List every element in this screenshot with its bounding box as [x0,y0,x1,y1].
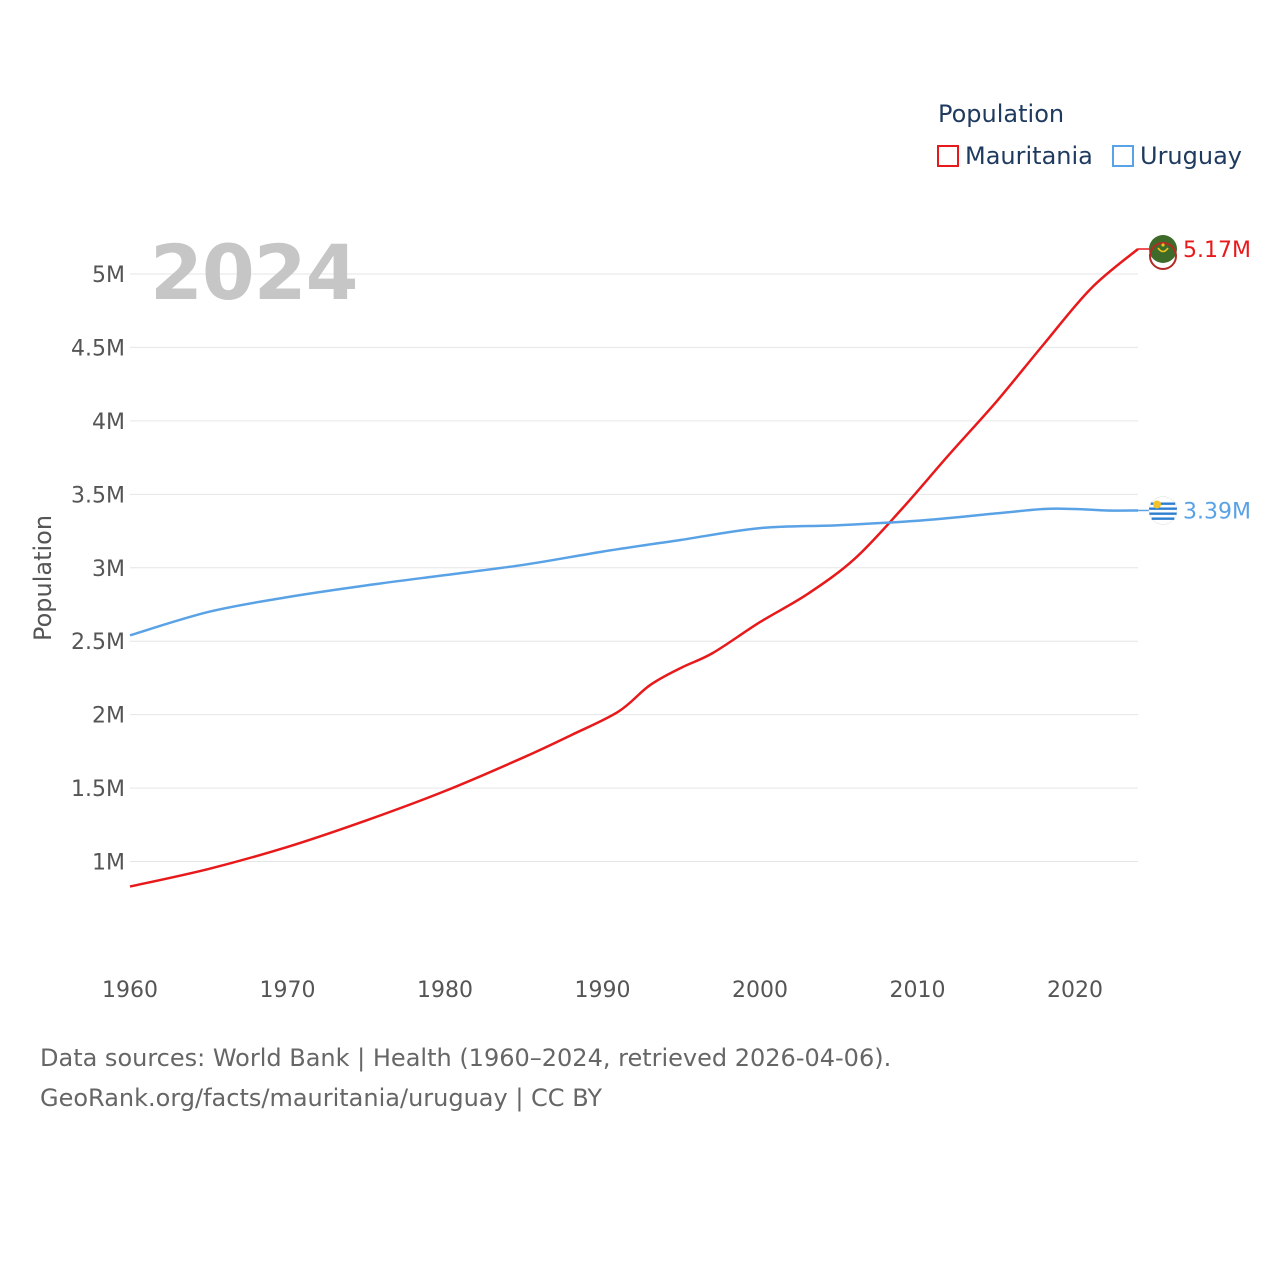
series-line-mauritania [129,248,1139,888]
y-axis-ticks: 1M 1.5M 2M 2.5M 3M 3.5M 4M 4.5M 5M [71,263,125,876]
x-tick-label: 1960 [102,978,158,1003]
y-tick-label: 1M [92,851,125,876]
legend-item-uruguay[interactable]: Uruguay [1112,142,1242,170]
y-tick-label: 5M [92,263,125,288]
series-lines [129,248,1139,888]
legend-label-mauritania: Mauritania [965,142,1093,170]
legend-swatch-mauritania [937,145,959,167]
uruguay-flag-icon [1148,496,1178,525]
y-tick-label: 3M [92,557,125,582]
flag-disc [1148,496,1178,525]
mauritania-flag-icon [1149,235,1177,270]
legend-swatch-uruguay [1112,145,1134,167]
year-watermark: 2024 [150,228,359,317]
flag-star [1161,243,1165,247]
flag-stripe [1149,512,1177,515]
end-value-label-uruguay: 3.39M [1183,499,1251,524]
legend-title: Population [938,100,1065,128]
series-end-markers: 5.17M 3.39M [1138,235,1251,525]
y-tick-label: 3.5M [71,483,125,508]
x-tick-label: 1980 [417,978,473,1003]
legend-item-mauritania[interactable]: Mauritania [937,142,1093,170]
y-tick-label: 2.5M [71,630,125,655]
flag-stripe [1151,517,1175,520]
x-tick-label: 2020 [1047,978,1103,1003]
end-value-label-mauritania: 5.17M [1183,238,1251,263]
x-tick-label: 2010 [890,978,946,1003]
y-axis-label: Population [29,515,57,641]
y-tick-label: 2M [92,704,125,729]
flag-border [1149,242,1177,270]
y-tick-label: 4.5M [71,336,125,361]
flag-sun [1153,500,1161,509]
x-tick-label: 2000 [732,978,788,1003]
flag-disc [1149,235,1177,263]
legend-label-uruguay: Uruguay [1140,142,1242,170]
y-tick-label: 1.5M [71,777,125,802]
footer-link[interactable]: GeoRank.org/facts/mauritania/uruguay | C… [40,1084,603,1112]
flag-stripe [1149,507,1177,510]
flag-crescent [1157,247,1169,253]
y-tick-label: 4M [92,410,125,435]
series-line-uruguay [129,507,1139,637]
x-tick-label: 1970 [260,978,316,1003]
flag-stripe [1150,502,1176,505]
gridlines [130,273,1138,863]
x-tick-label: 1990 [575,978,631,1003]
x-axis-ticks: 1960 1970 1980 1990 2000 2010 2020 [102,978,1103,1003]
footer-source: Data sources: World Bank | Health (1960–… [40,1044,892,1072]
